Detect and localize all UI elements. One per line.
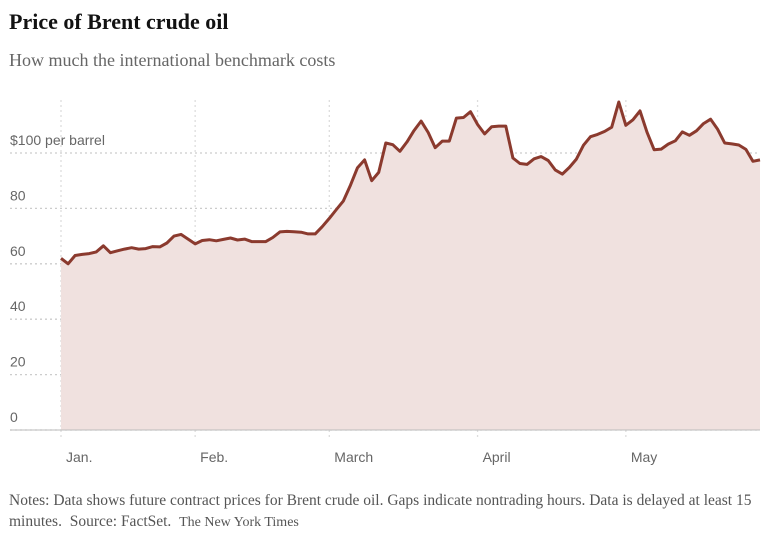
chart: Price of Brent crude oil How much the in… xyxy=(9,9,761,465)
source: Source: FactSet. xyxy=(69,513,172,530)
x-tick-label: March xyxy=(334,449,373,465)
notes: Notes: Data shows future contract prices… xyxy=(9,490,764,533)
credit: The New York Times xyxy=(179,515,299,530)
chart-title: Price of Brent crude oil xyxy=(9,9,229,34)
y-tick-label: $100 per barrel xyxy=(10,132,105,148)
y-tick-label: 20 xyxy=(10,354,26,370)
y-tick-label: 60 xyxy=(10,243,26,259)
y-tick-label: 80 xyxy=(10,187,26,203)
x-tick-label: Feb. xyxy=(200,449,228,465)
y-tick-label: 0 xyxy=(10,409,18,425)
x-tick-label: May xyxy=(631,449,657,465)
x-tick-label: April xyxy=(483,449,511,465)
chart-subtitle: How much the international benchmark cos… xyxy=(9,50,335,70)
x-tick-label: Jan. xyxy=(66,449,92,465)
notes-text: Notes: Data shows future contract prices… xyxy=(9,492,752,530)
line xyxy=(60,100,761,266)
area xyxy=(61,102,760,430)
y-tick-label: 40 xyxy=(10,298,26,314)
